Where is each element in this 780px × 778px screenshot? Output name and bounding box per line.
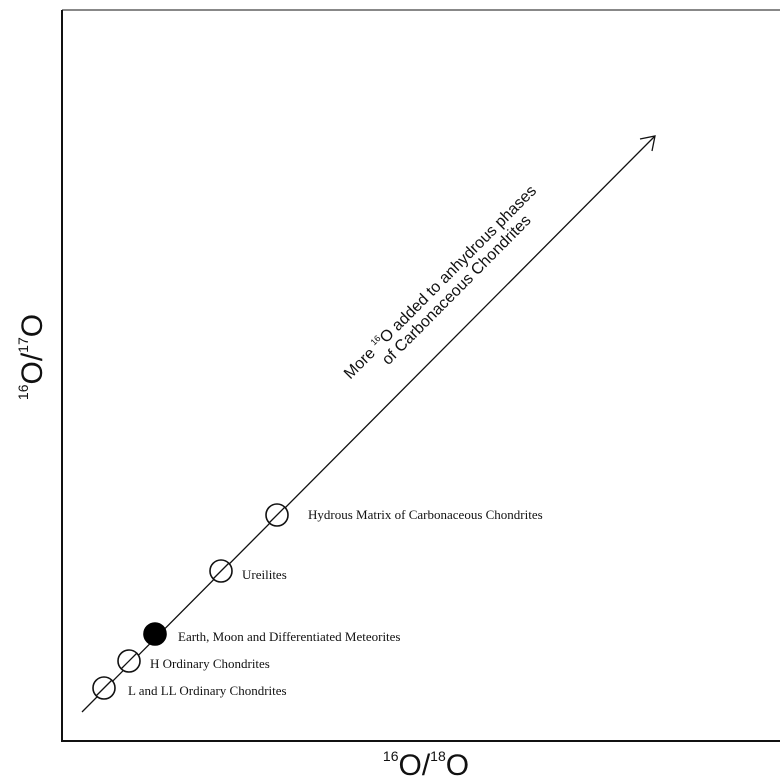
y-axis-label: 16O/17O [15, 314, 49, 400]
marker-slash [268, 506, 286, 524]
trend-arrow-head [639, 135, 656, 152]
point-earth-moon: Earth, Moon and Differentiated Meteorite… [143, 622, 401, 646]
arrow-annotation-line2: of Carbonaceous Chondrites [379, 212, 535, 369]
point-label-earth: Earth, Moon and Differentiated Meteorite… [178, 629, 401, 644]
x-axis-label: 16O/18O [383, 748, 469, 778]
point-hydrous-matrix: Hydrous Matrix of Carbonaceous Chondrite… [265, 503, 543, 527]
y-axis-label-group: 16O/17O [15, 314, 49, 400]
point-ureilites: Ureilites [209, 559, 287, 583]
arrow-annotation: More 16O added to anhydrous phases of Ca… [341, 182, 540, 382]
marker-slash [212, 562, 230, 580]
marker-slash [120, 652, 138, 670]
marker-slash [95, 679, 113, 697]
point-label-l-ll: L and LL Ordinary Chondrites [128, 683, 287, 698]
point-l-ll-chondrites: L and LL Ordinary Chondrites [92, 676, 287, 700]
point-h-chondrites: H Ordinary Chondrites [117, 649, 270, 673]
trend-arrow-line [81, 135, 656, 713]
point-label-h: H Ordinary Chondrites [150, 656, 270, 671]
point-label-ureilites: Ureilites [242, 567, 287, 582]
filled-circle-marker [143, 622, 167, 646]
point-label-hydrous: Hydrous Matrix of Carbonaceous Chondrite… [308, 507, 543, 522]
